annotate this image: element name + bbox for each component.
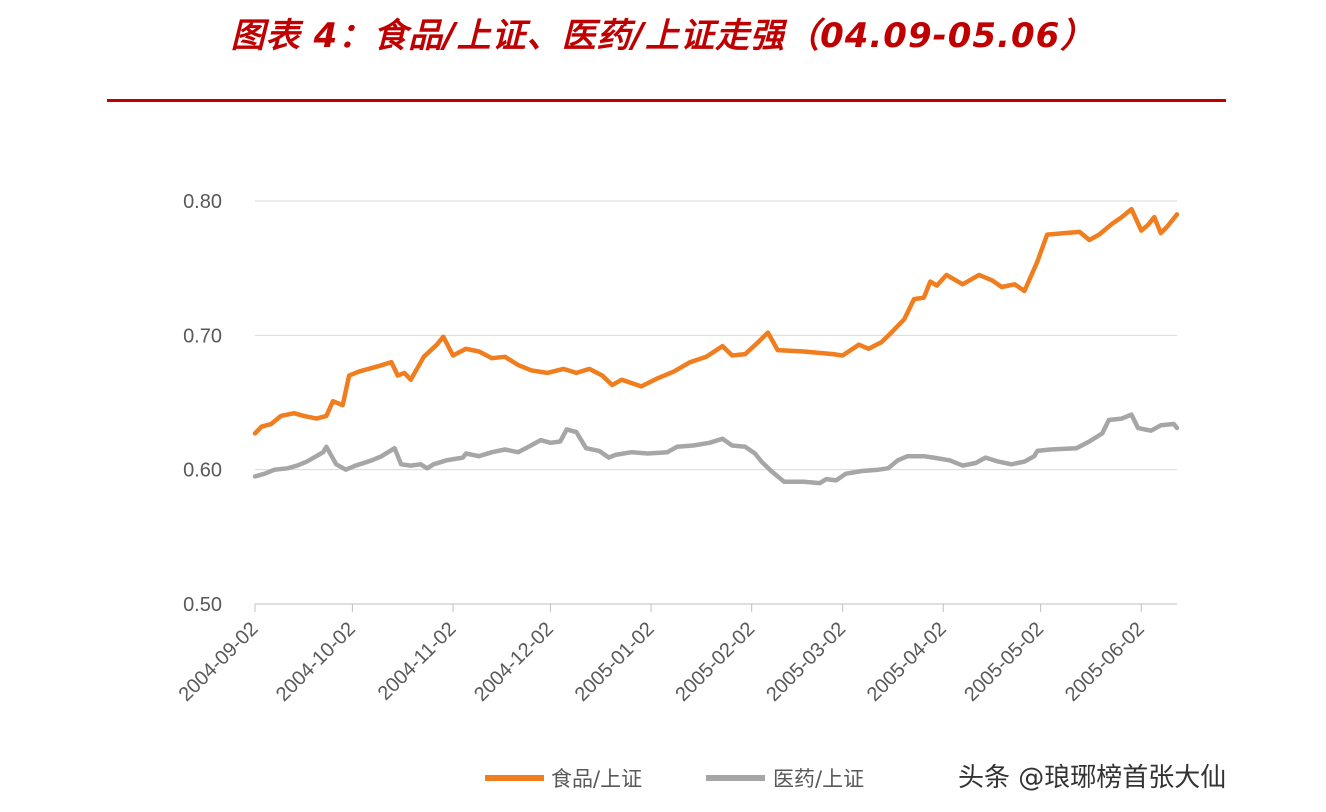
y-tick-label: 0.60	[183, 460, 222, 482]
y-tick-label: 0.70	[183, 325, 222, 347]
gridlines	[255, 200, 1177, 471]
x-tick-label: 2004-12-02	[470, 618, 558, 706]
x-axis: 2004-09-02 2004-10-02 2004-11-02 2004-12-02…	[175, 603, 1177, 706]
series-line-pharma	[252, 412, 1180, 486]
series-lines	[252, 206, 1180, 486]
x-tick-label: 2005-05-02	[960, 618, 1048, 706]
legend: 食品/上证 医药/上证	[485, 767, 864, 791]
title-underline	[107, 99, 1226, 102]
x-tick-label: 2004-09-02	[175, 618, 263, 706]
y-tick-label: 0.80	[183, 191, 222, 213]
series-line-food	[252, 206, 1180, 436]
watermark: 头条 @琅琊榜首张大仙	[958, 763, 1227, 793]
x-tick-label: 2004-11-02	[374, 618, 461, 705]
y-axis-labels: 0.50 0.60 0.70 0.80	[183, 191, 222, 616]
x-tick-label: 2005-02-02	[671, 618, 759, 706]
x-tick-label: 2005-04-02	[863, 618, 951, 706]
x-tick-label: 2005-06-02	[1061, 618, 1149, 706]
x-tick-label: 2005-01-02	[571, 618, 659, 706]
x-tick-label: 2005-03-02	[762, 618, 850, 706]
legend-label-pharma: 医药/上证	[773, 767, 864, 791]
legend-label-food: 食品/上证	[551, 767, 642, 791]
y-tick-label: 0.50	[183, 594, 222, 616]
chart-title: 图表 4：食品/上证、医药/上证走强（04.09-05.06）	[230, 16, 1096, 56]
x-tick-label: 2004-10-02	[272, 618, 360, 706]
